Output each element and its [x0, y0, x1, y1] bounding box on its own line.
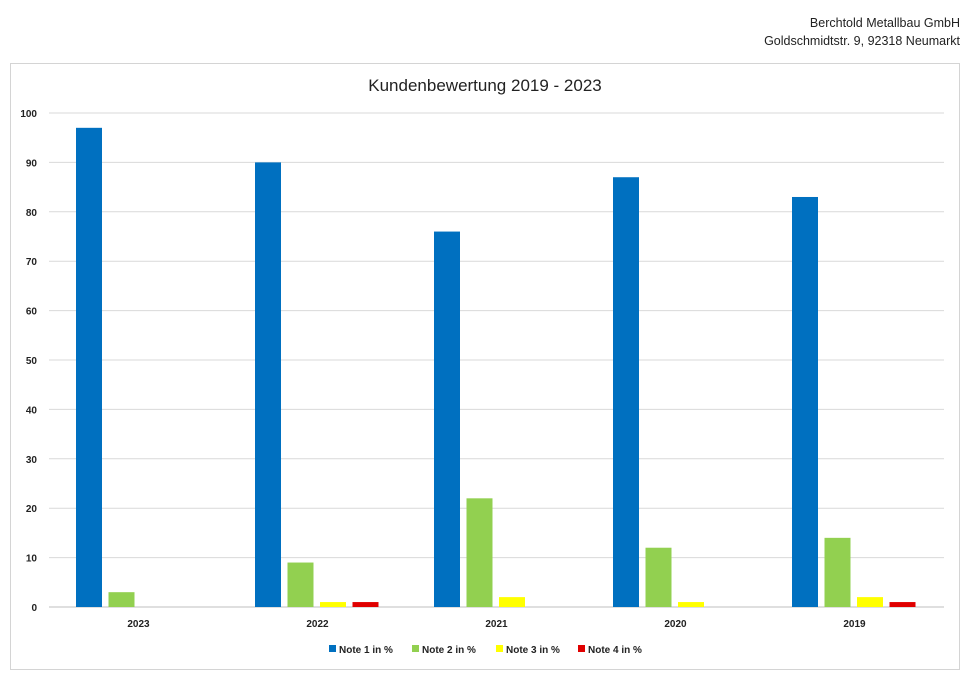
bar-2019-3 — [857, 597, 883, 607]
bar-2022-1 — [255, 162, 281, 607]
y-tick-label: 30 — [26, 455, 38, 466]
y-axis-ticks: 0 10 20 30 40 50 60 70 80 90 100 — [20, 109, 37, 614]
bar-2021-3 — [499, 597, 525, 607]
y-tick-label: 40 — [26, 405, 38, 416]
bar-2021-2 — [466, 498, 493, 607]
bar-2022-4 — [352, 602, 379, 607]
x-tick-label: 2023 — [127, 619, 150, 630]
legend-label: Note 2 in % — [422, 645, 476, 656]
company-name: Berchtold Metallbau GmbH — [809, 16, 960, 30]
bars — [76, 127, 916, 608]
y-tick-label: 80 — [26, 208, 38, 219]
bar-2022-3 — [320, 602, 346, 607]
bar-2020-2 — [645, 547, 672, 607]
x-tick-label: 2020 — [664, 619, 687, 630]
bar-2019-2 — [824, 537, 851, 607]
y-tick-label: 20 — [26, 504, 38, 515]
bar-2023-1 — [76, 127, 102, 607]
bar-2019-4 — [889, 602, 916, 607]
x-tick-label: 2019 — [843, 619, 866, 630]
company-header: Berchtold Metallbau GmbH Goldschmidtstr.… — [764, 14, 960, 50]
bar-2021-1 — [434, 231, 460, 607]
chart-title: Kundenbewertung 2019 - 2023 — [368, 76, 601, 95]
legend-swatch — [496, 645, 503, 652]
bar-2019-1 — [792, 196, 818, 608]
legend-label: Note 4 in % — [588, 645, 642, 656]
legend-swatch — [329, 645, 336, 652]
bar-2020-3 — [678, 602, 704, 607]
y-tick-label: 70 — [26, 257, 38, 268]
legend: Note 1 in % Note 2 in % Note 3 in % Note 4 … — [329, 645, 642, 656]
bar-2020-1 — [613, 177, 639, 607]
legend-swatch — [412, 645, 419, 652]
y-tick-label: 50 — [26, 356, 38, 367]
legend-label: Note 1 in % — [339, 645, 393, 656]
legend-label: Note 3 in % — [506, 645, 560, 656]
company-address: Goldschmidtstr. 9, 92318 Neumarkt — [764, 34, 960, 48]
x-tick-label: 2021 — [485, 619, 508, 630]
y-tick-label: 100 — [20, 109, 37, 120]
y-tick-label: 60 — [26, 307, 38, 318]
bar-2022-2 — [287, 562, 314, 607]
y-tick-label: 0 — [31, 603, 37, 614]
legend-swatch — [578, 645, 585, 652]
x-tick-label: 2022 — [306, 619, 329, 630]
y-tick-label: 90 — [26, 158, 38, 169]
x-axis-ticks: 2023 2022 2021 2020 2019 — [127, 619, 866, 630]
bar-2023-2 — [108, 592, 135, 607]
y-tick-label: 10 — [26, 554, 38, 565]
